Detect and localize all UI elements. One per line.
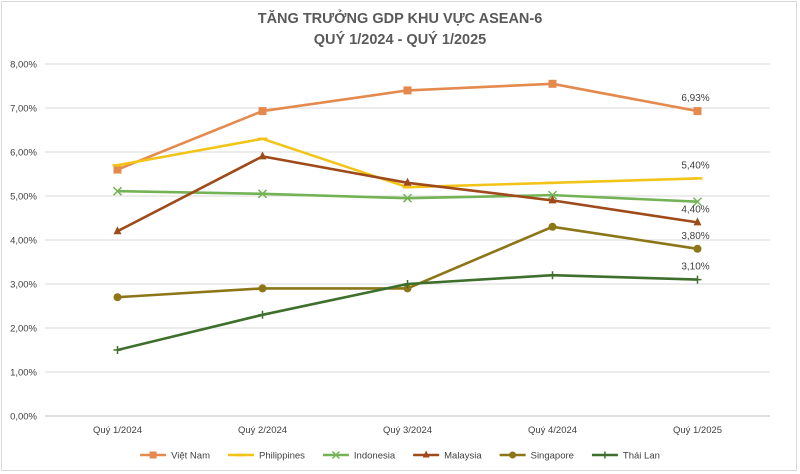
legend-label: Singapore [531,451,574,462]
data-point [403,177,412,186]
data-point [403,86,412,95]
data-point [548,271,557,280]
data-label: 3,10% [681,262,709,273]
data-point [258,107,267,116]
legend-item: Indonesia [322,450,396,462]
data-point [422,450,430,458]
data-point [113,293,122,302]
data-point [331,450,340,460]
data-point [257,189,268,199]
data-point [601,451,609,459]
data-point [403,280,412,288]
x-tick-label: Quý 2/2024 [238,425,287,436]
x-tick-label: Quý 4/2024 [528,425,577,436]
legend-item: Thái Lan [591,451,660,462]
series-singapore [113,222,702,302]
data-point [548,222,557,231]
y-tick-label: 3,00% [10,280,37,291]
data-label: 5,40% [681,160,709,171]
x-tick-label: Quý 1/2025 [673,425,722,436]
y-tick-label: 1,00% [10,368,37,379]
y-tick-label: 2,00% [10,324,37,335]
series-việt-nam [113,79,702,174]
data-point [693,244,702,253]
legend-label: Malaysia [444,451,482,462]
data-point [693,107,702,116]
gridlines [45,63,770,417]
legend-label: Thái Lan [623,451,660,462]
legend-label: Indonesia [354,451,396,462]
legend-item: Philippines [227,451,305,462]
data-label: 4,40% [681,204,709,215]
legend-item: Malaysia [413,450,482,462]
y-tick-label: 6,00% [10,148,37,159]
x-axis-ticks: Quý 1/2024 Quý 2/2024 Quý 3/2024 Quý 4/2024… [93,425,722,436]
y-tick-label: 7,00% [10,104,37,115]
legend-item: Singapore [499,451,574,462]
series-philippines [112,137,703,189]
y-tick-label: 4,00% [10,236,37,247]
data-point [113,226,122,235]
data-point [509,451,517,459]
chart-title: TĂNG TRƯỞNG GDP KHU VỰC ASEAN-6 [257,11,543,27]
x-tick-label: Quý 1/2024 [93,425,142,436]
y-tick-label: 5,00% [10,192,37,203]
data-point [548,195,557,204]
legend-label: Philippines [259,451,305,462]
legend: Việt Nam Philippines Indonesia Malaysia Sing… [140,450,660,462]
data-point [258,284,267,293]
data-point [693,217,702,226]
data-point [112,186,123,196]
y-tick-label: 8,00% [10,60,37,71]
data-label: 6,93% [681,93,709,104]
data-labels: 6,93% 5,40% 4,40% 3,80% 3,10% [681,93,709,273]
series-indonesia [112,186,703,207]
data-point [403,284,412,293]
series-line [117,82,698,171]
data-point [258,310,267,319]
y-tick-label: 0,00% [10,412,37,423]
series-malaysia [113,151,702,235]
data-point [547,190,558,200]
legend-label: Việt Nam [171,451,210,462]
data-point [149,451,157,459]
data-point [113,346,122,354]
chart-subtitle: QUÝ 1/2024 - QUÝ 1/2025 [313,32,487,48]
y-axis-ticks: 0,00% 1,00% 2,00% 3,00% 4,00% 5,00% 6,00% 7,00%… [10,60,37,423]
x-tick-label: Quý 3/2024 [383,425,432,436]
data-point [693,275,702,284]
series-lines [112,79,703,354]
legend-item: Việt Nam [140,451,210,462]
data-point [692,197,703,207]
data-point [548,79,557,88]
data-point [113,165,122,174]
series-thái-lan [113,271,702,354]
data-label: 3,80% [681,231,709,242]
data-point [402,193,413,203]
data-point [258,151,267,160]
